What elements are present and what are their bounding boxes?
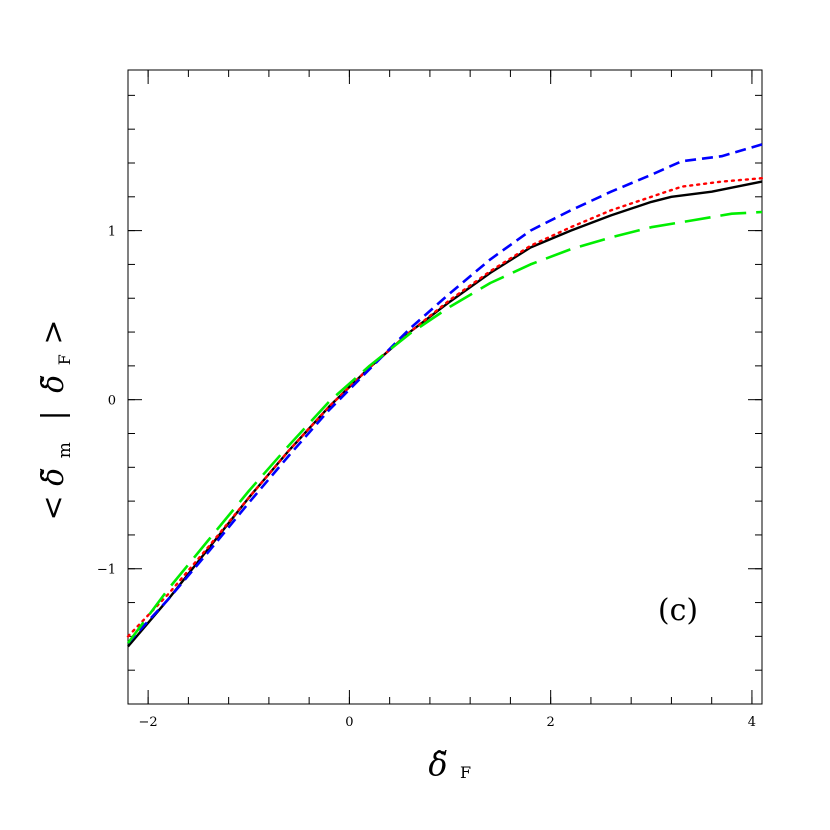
y-label-subscript-2: F [55,354,74,365]
x-axis-label-symbol: δ̃ [428,745,447,783]
y-label-subscript: m [55,442,75,458]
y-label-symbol: δ̃ [36,468,71,486]
series-line-2 [126,177,764,638]
x-axis-label: δ̃ F [428,745,471,783]
y-axis-label: < δ̃ m | δ̃ F > [36,319,78,520]
y-label-close: > [36,319,71,344]
series-line-4 [126,210,763,644]
x-tick-label: 4 [748,715,756,730]
y-tick-label: 0 [108,394,116,409]
series-line-1 [127,180,763,648]
major-ticks [128,70,762,704]
x-tick-label: 0 [345,715,353,730]
series-group [126,143,764,648]
y-label-bar: | [36,410,71,420]
y-label-symbol-2: δ̃ [36,375,71,393]
y-tick-labels: −1 0 1 [97,225,116,578]
panel-label: (c) [658,593,698,628]
x-axis-label-subscript: F [460,763,471,782]
x-tick-label: −2 [139,715,158,730]
series-line-3 [127,143,763,644]
x-tick-label: 2 [547,715,555,730]
y-label-open: < [36,495,71,520]
y-tick-label: 1 [108,225,116,240]
x-tick-labels: −2 0 2 4 [139,715,757,730]
y-tick-label: −1 [97,563,116,578]
svg-text:< δ̃ m |: < δ̃ m | δ̃ F > [36,319,78,520]
plot-frame [127,69,763,705]
